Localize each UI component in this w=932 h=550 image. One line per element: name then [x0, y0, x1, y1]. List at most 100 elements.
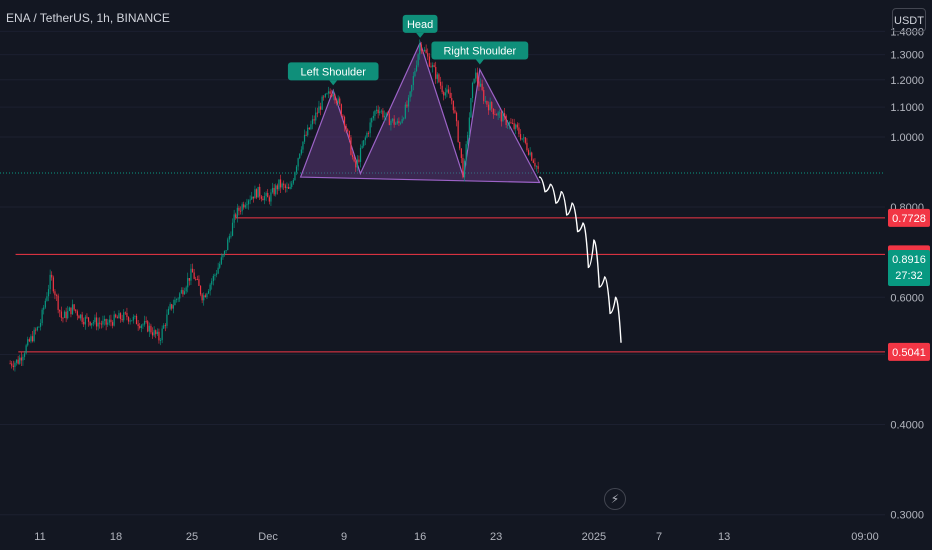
candle-body: [140, 325, 142, 328]
candle-body: [139, 326, 141, 328]
candle-body: [532, 160, 534, 163]
candle-body: [83, 321, 85, 325]
candle-body: [217, 267, 219, 274]
candle-body: [411, 85, 413, 92]
candle-body: [25, 345, 27, 354]
candle-body: [483, 90, 485, 102]
candle-body: [49, 274, 51, 290]
candle-body: [300, 149, 302, 154]
pattern-label-pointer: [475, 59, 484, 65]
candle-body: [531, 152, 533, 161]
candle-body: [89, 321, 91, 326]
candle-body: [201, 294, 203, 301]
candle-body: [70, 307, 72, 315]
candle-body: [95, 317, 98, 327]
candle-body: [327, 91, 330, 94]
candle-body: [340, 104, 342, 116]
candle-body: [465, 144, 467, 161]
candle-body: [375, 109, 378, 111]
candle-body: [311, 119, 314, 125]
candle-body: [345, 126, 347, 130]
candle-body: [159, 340, 162, 341]
candle-body: [518, 127, 520, 135]
candle-body: [230, 235, 232, 237]
candle-body: [148, 325, 150, 332]
candle-body: [321, 96, 323, 110]
candle-body: [137, 324, 139, 327]
candle-body: [502, 113, 504, 122]
candle-body: [463, 160, 466, 178]
lightning-icon[interactable]: ⚡: [604, 488, 626, 510]
candle-body: [175, 299, 178, 300]
y-tick-label: 1.0000: [890, 132, 924, 144]
candle-body: [439, 81, 442, 86]
candle-body: [275, 185, 277, 195]
candle-body: [470, 98, 472, 118]
candle-body: [489, 102, 491, 111]
candle-body: [383, 115, 386, 118]
candle-body: [196, 279, 198, 280]
candle-body: [331, 93, 333, 97]
candle-body: [31, 336, 34, 342]
head-and-shoulders-pattern: [299, 41, 541, 184]
candle-body: [79, 314, 82, 319]
candle-body: [9, 363, 11, 365]
candle-body: [71, 304, 74, 315]
candle-body: [471, 83, 474, 99]
candle-body: [92, 322, 94, 324]
candle-body: [265, 193, 267, 197]
candle-body: [372, 115, 374, 119]
candle-body: [111, 322, 114, 326]
candle-body: [382, 110, 384, 118]
candle-body: [494, 114, 496, 116]
candle-body: [361, 145, 363, 148]
candle-body: [11, 363, 13, 366]
candle-body: [76, 311, 78, 316]
candle-body: [134, 315, 136, 317]
candle-body: [308, 127, 310, 130]
candle-body: [147, 321, 149, 332]
candle-body: [169, 304, 171, 309]
candle-body: [487, 104, 490, 111]
countdown-timer: 27:32: [895, 270, 923, 282]
candle-body: [62, 317, 64, 319]
candle-body: [190, 268, 192, 281]
candle-body: [235, 214, 237, 218]
candle-body: [119, 313, 122, 319]
pattern-label-bg: [402, 14, 438, 33]
candle-body: [185, 287, 187, 292]
candle-body: [214, 274, 216, 276]
candle-body: [420, 44, 422, 51]
candle-body: [513, 123, 515, 129]
candle-body: [380, 110, 382, 112]
x-tick-label: 25: [186, 531, 198, 543]
candle-body: [225, 250, 227, 251]
candle-body: [364, 137, 366, 141]
currency-button[interactable]: USDT: [892, 8, 926, 32]
candle-body: [337, 98, 339, 104]
candle-body: [68, 307, 70, 312]
candle-body: [443, 92, 445, 96]
candle-body: [244, 205, 246, 208]
candle-body: [388, 113, 390, 126]
candle-body: [332, 94, 334, 97]
x-tick-label: 11: [34, 531, 45, 543]
symbol-title[interactable]: ENA / TetherUS, 1h, BINANCE: [6, 11, 170, 25]
candle-body: [236, 207, 238, 218]
candle-body: [107, 322, 109, 325]
candle-body: [91, 323, 93, 326]
candle-body: [407, 97, 410, 107]
candle-body: [251, 196, 253, 200]
candle-body: [398, 121, 400, 123]
candle-body: [438, 74, 440, 82]
candle-body: [271, 187, 274, 193]
candle-body: [307, 127, 309, 136]
candle-body: [198, 279, 200, 286]
candle-body: [452, 100, 454, 111]
candle-body: [515, 124, 517, 129]
candle-body: [289, 186, 291, 189]
candle-body: [67, 311, 69, 319]
candle-body: [151, 332, 154, 336]
candle-body: [262, 198, 264, 201]
